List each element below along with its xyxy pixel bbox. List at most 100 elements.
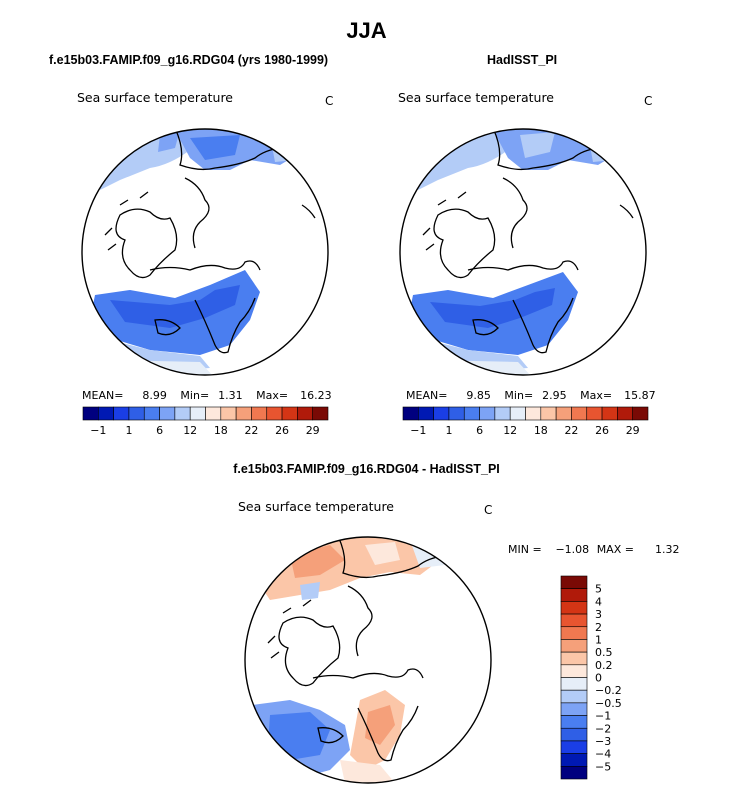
panel-1-colorbar: −1 1 6 12 18 22 26 29 xyxy=(82,406,329,437)
panel-2-colorbar-swatch xyxy=(463,406,480,421)
mean-value: 9.85 xyxy=(466,389,491,402)
mean-label: MEAN= xyxy=(406,389,448,402)
panel-3-field-label: Sea surface temperature xyxy=(238,499,394,514)
diff-colorbar-swatch xyxy=(560,639,588,653)
panel-1-colorbar-swatch xyxy=(220,406,237,421)
min-label: MIN = xyxy=(508,543,542,556)
panel-1-colorbar-swatch xyxy=(312,406,329,421)
min-value: 1.31 xyxy=(218,389,243,402)
panel-2-colorbar-swatch xyxy=(540,406,557,421)
panel-1-colorbar-swatch xyxy=(113,406,130,421)
min-value: 2.95 xyxy=(542,389,567,402)
panel-3-map xyxy=(245,537,491,783)
panel-1-boundary xyxy=(81,128,329,376)
panel-1-colorbar-tick-label: 12 xyxy=(183,424,197,437)
diff-colorbar-tick-label: 5 xyxy=(595,583,602,596)
diff-colorbar-swatch xyxy=(560,715,588,729)
min-value: −1.08 xyxy=(555,543,590,556)
diff-colorbar-tick-label: 0.2 xyxy=(595,659,613,672)
panel-1-colorbar-swatch xyxy=(143,406,160,421)
panel-1-colorbar-tick-label: 22 xyxy=(244,424,258,437)
panel-2-colorbar-swatch xyxy=(586,406,603,421)
main-title: JJA xyxy=(346,18,387,43)
panel-1-colorbar-swatch xyxy=(98,406,114,421)
panel-1-colorbar-tick-label: 26 xyxy=(275,424,289,437)
panel-1-colorbar-tick-label: 29 xyxy=(306,424,320,437)
panel-2-colorbar-swatch xyxy=(571,406,588,421)
panel-2-units: C xyxy=(644,94,653,108)
diff-colorbar-tick-label: 0.5 xyxy=(595,646,613,659)
panel-1-colorbar-swatch xyxy=(281,406,298,421)
panel-1-colorbar-swatch xyxy=(174,406,191,421)
panel-2-colorbar-tick-label: −1 xyxy=(410,424,426,437)
diff-colorbar-tick-label: 2 xyxy=(595,621,602,634)
diff-colorbar-swatch xyxy=(560,575,588,589)
panel-1-field-label: Sea surface temperature xyxy=(77,90,233,105)
diff-colorbar-tick-label: 4 xyxy=(595,595,602,608)
panel-3-units: C xyxy=(484,503,493,517)
panel-2-title: HadISST_PI xyxy=(487,53,558,67)
diff-colorbar-tick-label: −0.2 xyxy=(595,684,622,697)
diff-colorbar-swatch xyxy=(560,677,588,691)
diff-colorbar-swatch xyxy=(560,601,588,615)
panel-1-colorbar-swatch xyxy=(235,406,252,421)
panel-2-field-label: Sea surface temperature xyxy=(398,90,554,105)
diff-colorbar-tick-label: −0.5 xyxy=(595,697,622,710)
diff-colorbar-tick-label: −2 xyxy=(595,722,611,735)
panel-1-colorbar-swatch xyxy=(251,406,268,421)
panel-3-title: f.e15b03.FAMIP.f09_g16.RDG04 - HadISST_P… xyxy=(233,462,500,476)
panel-3-stats: MIN = −1.08 MAX = 1.32 xyxy=(508,543,679,556)
diff-colorbar-tick-label: 1 xyxy=(595,633,602,646)
panel-1-colorbar-swatch xyxy=(128,406,145,421)
panel-1-colorbar-swatch xyxy=(205,406,222,421)
max-label: MAX = xyxy=(596,543,634,556)
diff-colorbar-tick-label: −1 xyxy=(595,710,611,723)
diff-colorbar-tick-label: −5 xyxy=(595,760,611,773)
panel-2-colorbar-tick-label: 29 xyxy=(626,424,640,437)
panel-3-boundary xyxy=(244,536,492,784)
panel-2-colorbar-swatch xyxy=(601,406,618,421)
panel-1-stats: MEAN= 8.99 Min= 1.31 Max= 16.23 xyxy=(82,389,332,402)
panel-1-colorbar-tick-label: −1 xyxy=(90,424,106,437)
diff-colorbar-tick-label: −3 xyxy=(595,735,611,748)
panel-1-colorbar-tick-label: 18 xyxy=(214,424,228,437)
panel-1-colorbar-tick-label: 6 xyxy=(156,424,163,437)
diff-colorbar-swatch xyxy=(560,651,588,666)
panel-2-colorbar-swatch xyxy=(632,406,649,421)
diff-colorbar-swatch xyxy=(560,753,588,767)
panel-1-colorbar-tick-label: 1 xyxy=(125,424,132,437)
panel-2-colorbar-swatch xyxy=(418,406,434,421)
max-value: 15.87 xyxy=(624,389,656,402)
diff-colorbar-swatch xyxy=(560,740,588,754)
panel-2-colorbar-tick-label: 1 xyxy=(445,424,452,437)
panel-2-boundary xyxy=(399,128,647,376)
panel-2-colorbar-swatch xyxy=(433,406,450,421)
max-label: Max= xyxy=(256,389,289,402)
panel-2-colorbar-tick-label: 18 xyxy=(534,424,548,437)
panel-1-colorbar-swatch xyxy=(82,406,99,421)
panel-2-colorbar: −1 1 6 12 18 22 26 29 xyxy=(402,406,649,437)
panel-2-colorbar-swatch xyxy=(479,406,496,421)
max-value: 16.23 xyxy=(300,389,332,402)
panel-1-colorbar-swatch xyxy=(266,406,283,421)
panel-1-units: C xyxy=(325,94,334,108)
panel-2-colorbar-tick-label: 12 xyxy=(503,424,517,437)
diff-colorbar-tick-label: 0 xyxy=(595,672,602,685)
panel-1-colorbar-swatch xyxy=(189,406,206,421)
min-label: Min= xyxy=(180,389,210,402)
mean-label: MEAN= xyxy=(82,389,124,402)
diff-colorbar-swatch xyxy=(560,689,588,704)
panel-2-colorbar-swatch xyxy=(494,406,511,421)
panel-2-colorbar-swatch xyxy=(402,406,419,421)
panel-2-colorbar-tick-label: 22 xyxy=(564,424,578,437)
panel-2-stats: MEAN= 9.85 Min= 2.95 Max= 15.87 xyxy=(406,389,656,402)
diff-colorbar-tick-label: 3 xyxy=(595,608,602,621)
panel-2-colorbar-swatch xyxy=(525,406,542,421)
min-label: Min= xyxy=(504,389,534,402)
diff-colorbar-swatch xyxy=(560,626,588,640)
max-value: 1.32 xyxy=(654,543,680,556)
panel-2-colorbar-swatch xyxy=(617,406,633,421)
diff-colorbar-swatch xyxy=(560,727,588,742)
